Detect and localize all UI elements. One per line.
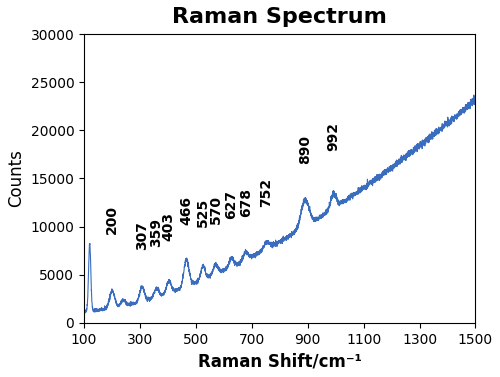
Title: Raman Spectrum: Raman Spectrum [172, 7, 387, 27]
Text: 403: 403 [162, 212, 176, 241]
Text: 307: 307 [135, 221, 149, 250]
Text: 359: 359 [150, 218, 164, 247]
Text: 525: 525 [196, 197, 210, 227]
Text: 627: 627 [224, 190, 238, 219]
Text: 890: 890 [298, 135, 312, 164]
Text: 678: 678 [238, 188, 252, 217]
X-axis label: Raman Shift/cm⁻¹: Raman Shift/cm⁻¹ [198, 352, 362, 370]
Text: 992: 992 [326, 123, 340, 152]
Text: 570: 570 [208, 195, 222, 224]
Text: 752: 752 [260, 178, 274, 207]
Text: 200: 200 [105, 205, 119, 234]
Y-axis label: Counts: Counts [7, 149, 25, 207]
Text: 466: 466 [180, 196, 194, 225]
